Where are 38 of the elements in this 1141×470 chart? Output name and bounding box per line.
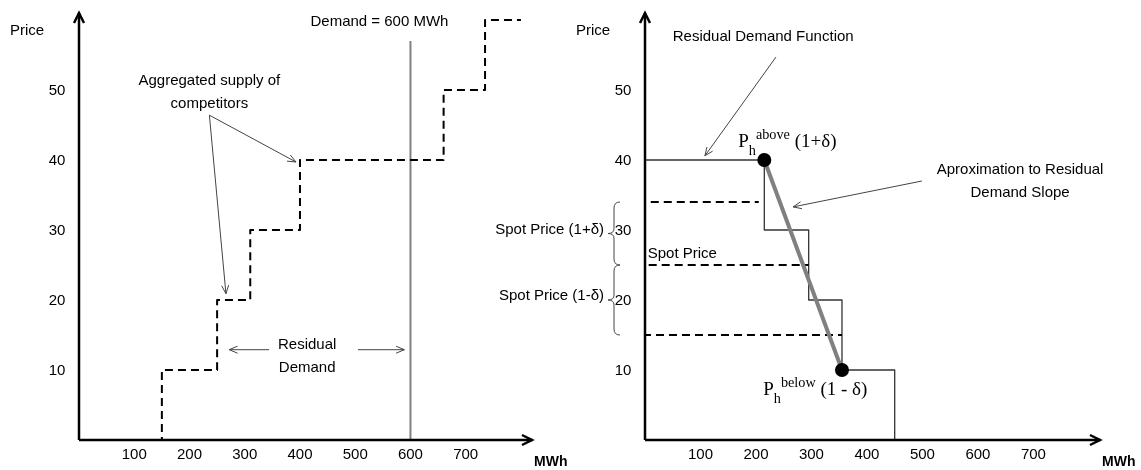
x-tick-label: 600 [965,445,991,462]
y-tick-label: 30 [614,221,632,238]
x-tick-label: 300 [232,445,258,462]
x-tick-label: 300 [798,445,824,462]
y-tick-label: 10 [614,361,632,378]
annotation: Residual Demand Function [672,27,854,44]
y-axis-title: Price [576,21,611,38]
y-tick-label: 10 [48,361,66,378]
x-axis-title: MWh [534,453,568,469]
x-tick-label: 400 [854,445,880,462]
annotation: Residual Demand [277,335,337,375]
annotation: Spot Price (1-δ) [498,286,604,303]
x-tick-label: 100 [121,445,147,462]
annotation: Spot Price (1+δ) [495,219,604,237]
y-tick-label: 20 [48,291,66,308]
annotation: P$_{h}$$^{below}$ (1 - δ) [763,374,868,407]
y-tick-label: 20 [614,291,632,308]
y-axis-title: Price [10,21,45,38]
ref-line-label: Demand = 600 MWh [310,12,449,29]
x-tick-label: 200 [743,445,769,462]
annotation: P$_{h}$$^{above}$ (1+δ) [738,126,837,159]
y-tick-label: 50 [48,81,66,98]
y-tick-label: 40 [48,151,66,168]
x-tick-label: 700 [453,445,479,462]
x-tick-label: 200 [176,445,202,462]
annotation: Aggregated supply of competitors [138,71,282,112]
x-tick-label: 400 [287,445,313,462]
x-tick-label: 100 [687,445,713,462]
y-tick-label: 40 [614,151,632,168]
x-tick-label: 500 [342,445,368,462]
y-tick-label: 50 [614,81,632,98]
x-axis-title: MWh [1102,453,1136,469]
y-tick-label: 30 [48,221,66,238]
x-tick-label: 600 [397,445,423,462]
x-tick-label: 500 [909,445,935,462]
annotation: Spot Price [647,244,717,261]
x-tick-label: 700 [1020,445,1046,462]
annotation: Aproximation to Residual Demand Slope [936,160,1104,200]
